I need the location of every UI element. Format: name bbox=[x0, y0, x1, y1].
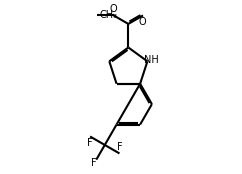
Text: F: F bbox=[117, 142, 122, 152]
Text: NH: NH bbox=[144, 55, 159, 65]
Text: O: O bbox=[139, 17, 146, 27]
Text: O: O bbox=[110, 4, 117, 14]
Text: F: F bbox=[87, 138, 93, 148]
Text: F: F bbox=[91, 158, 97, 168]
Text: CH₃: CH₃ bbox=[99, 10, 117, 20]
